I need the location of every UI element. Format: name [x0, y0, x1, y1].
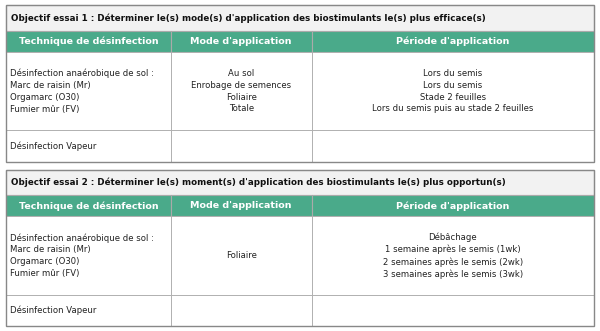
- Bar: [170, 130, 312, 162]
- Bar: [170, 295, 312, 326]
- Bar: [6, 52, 170, 130]
- Text: Désinfection anaérobique de sol :
Marc de raisin (Mr)
Orgamarc (O30)
Fumier mûr : Désinfection anaérobique de sol : Marc d…: [10, 69, 154, 114]
- Bar: [6, 195, 170, 216]
- Text: Désinfection anaérobique de sol :
Marc de raisin (Mr)
Orgamarc (O30)
Fumier mûr : Désinfection anaérobique de sol : Marc d…: [10, 233, 154, 278]
- Bar: [6, 31, 170, 52]
- Bar: [170, 195, 312, 216]
- Bar: [170, 52, 312, 130]
- Text: Lors du semis
Lors du semis
Stade 2 feuilles
Lors du semis puis au stade 2 feuil: Lors du semis Lors du semis Stade 2 feui…: [372, 69, 533, 113]
- Bar: [312, 216, 594, 295]
- Text: Mode d'application: Mode d'application: [190, 201, 292, 211]
- Text: Technique de désinfection: Technique de désinfection: [19, 201, 158, 211]
- Text: Période d'application: Période d'application: [396, 37, 509, 46]
- Text: Désinfection Vapeur: Désinfection Vapeur: [10, 306, 97, 315]
- Text: Débâchage
1 semaine après le semis (1wk)
2 semaines après le semis (2wk)
3 semai: Débâchage 1 semaine après le semis (1wk)…: [383, 232, 523, 279]
- Bar: [6, 169, 594, 195]
- Text: Technique de désinfection: Technique de désinfection: [19, 37, 158, 46]
- Text: Objectif essai 2 : Déterminer le(s) moment(s) d'application des biostimulants le: Objectif essai 2 : Déterminer le(s) mome…: [11, 178, 506, 187]
- Bar: [312, 195, 594, 216]
- Bar: [312, 295, 594, 326]
- Bar: [6, 130, 170, 162]
- Bar: [6, 295, 170, 326]
- Text: Objectif essai 1 : Déterminer le(s) mode(s) d'application des biostimulants le(s: Objectif essai 1 : Déterminer le(s) mode…: [11, 13, 486, 23]
- Bar: [170, 216, 312, 295]
- Bar: [6, 5, 594, 31]
- Text: Mode d'application: Mode d'application: [190, 37, 292, 46]
- Bar: [312, 52, 594, 130]
- Bar: [6, 5, 594, 162]
- Bar: [312, 31, 594, 52]
- Text: Au sol
Enrobage de semences
Foliaire
Totale: Au sol Enrobage de semences Foliaire Tot…: [191, 69, 291, 113]
- Text: Foliaire: Foliaire: [226, 251, 257, 260]
- Text: Désinfection Vapeur: Désinfection Vapeur: [10, 141, 97, 151]
- Text: Période d'application: Période d'application: [396, 201, 509, 211]
- Bar: [312, 130, 594, 162]
- Bar: [170, 31, 312, 52]
- Bar: [6, 169, 594, 326]
- Bar: [6, 216, 170, 295]
